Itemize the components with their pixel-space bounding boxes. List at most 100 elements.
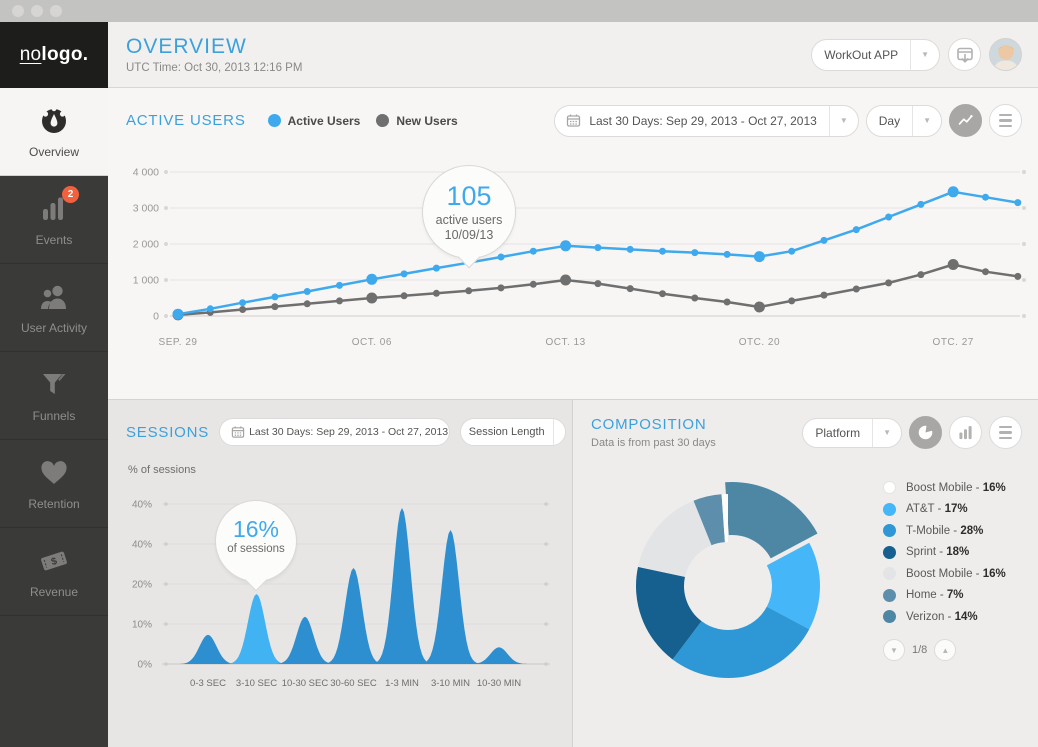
chevron-down-icon[interactable]: ▼ — [552, 419, 565, 445]
legend-dot-icon — [883, 588, 896, 602]
chevron-down-icon[interactable]: ▼ — [910, 39, 939, 70]
avatar[interactable] — [989, 38, 1022, 71]
composition-panel: COMPOSITION Data is from past 30 days Pl… — [573, 400, 1038, 747]
date-range-value: Last 30 Days: Sep 29, 2013 - Oct 27, 201… — [589, 113, 817, 128]
bar-view-button[interactable] — [949, 416, 982, 449]
legend-label: New Users — [396, 113, 458, 128]
line-chart-view-button[interactable] — [949, 104, 982, 137]
legend-label: Boost Mobile - 16% — [906, 481, 1006, 494]
sidebar-item-label: User Activity — [20, 320, 87, 335]
date-range-selector[interactable]: Last 30 Days: Sep 29, 2013 - Oct 27, 201… — [554, 104, 859, 137]
svg-text:40%: 40% — [132, 540, 152, 551]
utc-time: UTC Time: Oct 30, 2013 12:16 PM — [126, 62, 303, 74]
session-length-value: Session Length — [468, 426, 545, 438]
calendar-icon — [566, 113, 581, 128]
svg-text:10-30 MIN: 10-30 MIN — [477, 678, 521, 689]
legend-pager: ▼ 1/8 ▲ — [883, 639, 1006, 661]
sidebar-item-label: Retention — [28, 496, 80, 511]
logo: nologo. — [0, 22, 108, 88]
page-up-button[interactable]: ▲ — [934, 639, 957, 661]
sidebar-item-label: Events — [35, 232, 73, 247]
svg-text:OCT. 06: OCT. 06 — [352, 337, 392, 348]
sidebar-item-overview[interactable]: Overview — [0, 88, 108, 176]
composition-legend-item: T-Mobile - 28% — [883, 524, 1006, 537]
svg-text:4 000: 4 000 — [133, 167, 159, 179]
legend-item[interactable]: Active Users — [267, 114, 360, 128]
sessions-area-chart[interactable]: 40% 40% 20% 10% 0% 0-3 SEC 3-10 SEC 10-30 SEC 30… — [108, 484, 573, 698]
composition-legend-item: Boost Mobile - 16% — [883, 481, 1006, 494]
sidebar-item-label: Overview — [28, 144, 79, 159]
callout-label: of sessions — [227, 543, 285, 555]
event-bars-icon: 2 — [38, 185, 79, 225]
composition-subtitle: Data is from past 30 days — [591, 437, 716, 449]
callout-label: active users — [435, 213, 503, 227]
composition-legend-item: Home - 7% — [883, 588, 1006, 602]
users-icon — [38, 281, 70, 313]
window-control-dot[interactable] — [12, 5, 24, 17]
legend-label: T-Mobile - 28% — [906, 524, 984, 537]
svg-text:3-10 SEC: 3-10 SEC — [236, 678, 277, 689]
legend-dot-icon — [267, 114, 281, 127]
sessions-date-range-value: Last 30 Days: Sep 29, 2013 - Oct 27, 201… — [249, 426, 449, 438]
svg-text:10-30 SEC: 10-30 SEC — [282, 678, 329, 689]
table-view-button[interactable] — [989, 104, 1022, 137]
legend-label: AT&T - 17% — [906, 503, 968, 515]
sidebar-item-retention[interactable]: Retention — [0, 440, 108, 528]
platform-selector[interactable]: Platform ▼ — [802, 417, 902, 448]
granularity-value: Day — [878, 113, 901, 128]
page-indicator: 1/8 — [912, 644, 928, 656]
chevron-down-icon[interactable]: ▼ — [872, 418, 901, 447]
chevron-down-icon[interactable]: ▼ — [912, 105, 941, 136]
legend-dot-icon — [883, 610, 896, 623]
page-down-button[interactable]: ▼ — [883, 639, 905, 661]
sidebar-item-revenue[interactable]: $ Revenue — [0, 528, 108, 616]
svg-text:20%: 20% — [132, 580, 152, 591]
sidebar-item-user-activity[interactable]: User Activity — [0, 264, 108, 352]
sessions-panel: SESSIONS Last 30 Da — [108, 400, 573, 747]
legend-label: Sprint - 18% — [906, 546, 970, 558]
granularity-selector[interactable]: Day ▼ — [865, 104, 942, 137]
notification-badge: 2 — [62, 185, 79, 203]
svg-text:OTC. 20: OTC. 20 — [739, 337, 780, 348]
active-users-legend: Active Users New Users — [267, 113, 458, 128]
svg-text:OTC. 27: OTC. 27 — [933, 337, 974, 348]
app-selector[interactable]: WorkOut APP ▼ — [811, 38, 940, 71]
chevron-down-icon[interactable]: ▼ — [828, 105, 858, 136]
legend-label: Home - 7% — [906, 589, 964, 601]
window-titlebar — [0, 0, 1038, 22]
sidebar-item-events[interactable]: 2 Events — [0, 176, 108, 264]
logo-prefix: no — [19, 44, 42, 65]
sidebar-item-funnels[interactable]: Funnels — [0, 352, 108, 440]
window-control-dot[interactable] — [50, 5, 62, 17]
window-control-dot[interactable] — [31, 5, 43, 17]
active-users-panel: ACTIVE USERS Active Users New Users — [108, 88, 1038, 400]
sidebar: nologo. Overview 2 Events User Activity Funn… — [0, 22, 108, 747]
legend-item[interactable]: New Users — [376, 113, 458, 128]
pie-view-button[interactable] — [909, 416, 942, 449]
legend-dot-icon — [883, 481, 896, 494]
svg-text:3 000: 3 000 — [133, 203, 159, 215]
svg-text:30-60 SEC: 30-60 SEC — [330, 678, 377, 689]
composition-legend-item: Verizon - 14% — [883, 610, 1006, 623]
trend-line-icon — [957, 112, 974, 129]
svg-text:1 000: 1 000 — [133, 275, 159, 287]
table-view-button[interactable] — [989, 416, 1022, 449]
composition-legend-item: AT&T - 17% — [883, 502, 1006, 516]
svg-text:1-3 MIN: 1-3 MIN — [385, 678, 419, 689]
callout-date: 10/09/13 — [444, 228, 494, 242]
active-users-title: ACTIVE USERS — [126, 112, 246, 129]
sessions-date-range-selector[interactable]: Last 30 Days: Sep 29, 2013 - Oct 27, 201… — [219, 418, 450, 446]
active-users-line-chart[interactable]: 4 000 3 000 2 000 1 000 0 SEP. 29 OCT. 06 OCT. … — [108, 159, 1038, 391]
sidebar-item-label: Funnels — [32, 408, 76, 423]
app-selector-value: WorkOut APP — [824, 47, 899, 62]
legend-dot-icon — [883, 524, 896, 537]
export-button[interactable] — [948, 38, 981, 71]
svg-text:0%: 0% — [138, 660, 153, 671]
menu-icon — [999, 425, 1012, 440]
svg-text:10%: 10% — [132, 620, 152, 631]
page-title: OVERVIEW — [126, 35, 247, 58]
session-length-selector[interactable]: Session Length ▼ — [459, 418, 566, 446]
composition-donut-chart[interactable] — [617, 475, 839, 697]
sessions-callout: 16% of sessions — [215, 500, 297, 582]
sidebar-nav: Overview 2 Events User Activity Funnels Reten… — [0, 88, 108, 616]
